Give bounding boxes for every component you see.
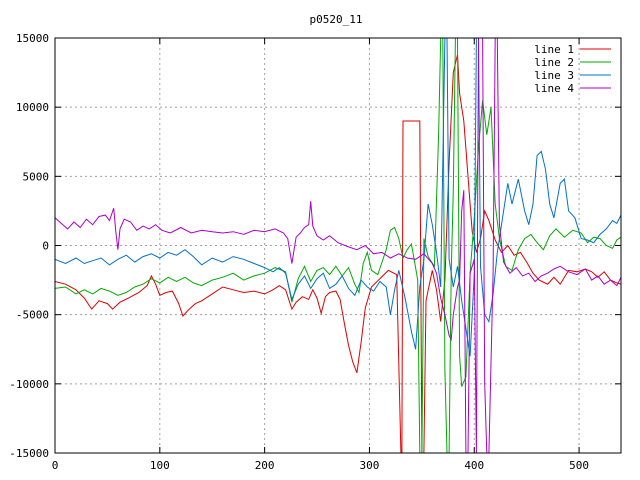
series-line-4: [55, 38, 621, 453]
x-tick-label: 500: [569, 459, 589, 472]
y-tick-label: -10000: [9, 378, 49, 391]
chart-title: p0520_11: [310, 13, 363, 26]
y-axis: -15000 -10000 -5000 0 5000 10000 15000: [9, 32, 621, 460]
legend-label-1: line 1: [534, 43, 574, 56]
legend-label-4: line 4: [534, 82, 574, 95]
series-line-2: [55, 38, 621, 453]
y-tick-label: 0: [42, 240, 49, 253]
y-tick-label: 10000: [16, 101, 49, 114]
y-tick-label: 15000: [16, 32, 49, 45]
series-group: [55, 38, 621, 453]
y-tick-label: -5000: [16, 309, 49, 322]
legend-label-3: line 3: [534, 69, 574, 82]
y-tick-label: -15000: [9, 447, 49, 460]
x-tick-label: 100: [150, 459, 170, 472]
x-tick-label: 200: [255, 459, 275, 472]
series-line-3: [55, 38, 621, 357]
grid-lines: [55, 38, 621, 453]
x-axis: 0 100 200 300 400 500: [52, 38, 589, 472]
x-tick-label: 300: [360, 459, 380, 472]
x-tick-label: 400: [464, 459, 484, 472]
y-tick-label: 5000: [23, 170, 50, 183]
x-tick-label: 0: [52, 459, 59, 472]
series-line-1: [55, 54, 621, 453]
legend-label-2: line 2: [534, 56, 574, 69]
